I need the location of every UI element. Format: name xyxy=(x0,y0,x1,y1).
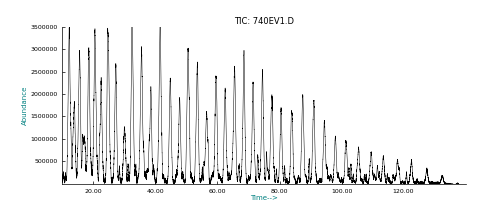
Title: TIC: 740EV1.D: TIC: 740EV1.D xyxy=(234,17,294,26)
X-axis label: Time-->: Time--> xyxy=(250,195,278,201)
Y-axis label: Abundance: Abundance xyxy=(22,86,27,125)
